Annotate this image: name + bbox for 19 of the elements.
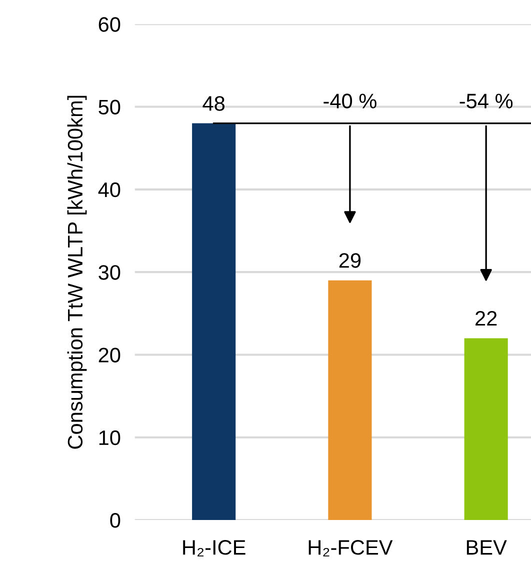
y-tick-label: 40 [98,182,120,198]
bar [328,280,372,520]
y-tick-label: 10 [99,430,120,446]
y-tick-label: 0 [110,513,120,528]
x-tick-label: H₂-FCEV [308,540,393,556]
data-label: 48 [202,96,225,111]
y-tick-label: 30 [98,265,120,280]
x-tick-label: BEV [466,540,507,555]
y-axis-title: Consumption TtW WLTP [kWh/100km] [67,96,87,449]
annotation: -40 % [324,94,376,108]
data-label: 22 [476,310,497,326]
data-label: 29 [339,253,361,268]
annotation: -54 % [460,94,513,108]
y-tick-label: 60 [98,17,120,32]
bar [192,123,236,520]
y-tick-label: 20 [98,348,120,362]
bar [464,338,508,520]
x-tick-label: H₂-ICE [183,540,246,556]
y-tick-label: 50 [98,100,120,115]
